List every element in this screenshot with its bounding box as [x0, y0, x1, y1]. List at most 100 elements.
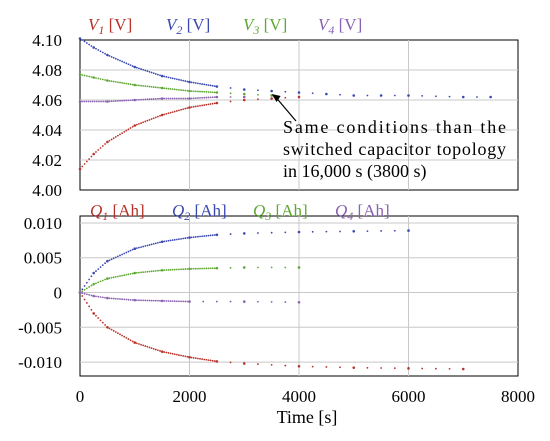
- trace-dot: [83, 292, 86, 295]
- data-point: [188, 80, 191, 84]
- data-point: [297, 300, 301, 304]
- trace-dot: [90, 284, 93, 287]
- data-point: [215, 85, 219, 88]
- trace-dot: [117, 255, 119, 258]
- trace-dot: [99, 147, 102, 149]
- trace-dot: [163, 300, 166, 302]
- trace-dot: [104, 278, 106, 281]
- data-point: [133, 124, 137, 127]
- trace-dot: [110, 297, 113, 300]
- trace-dot: [127, 298, 130, 301]
- trace-dot: [393, 94, 396, 97]
- data-point: [407, 367, 410, 370]
- trace-dot: [81, 74, 84, 76]
- trace-dot: [150, 118, 153, 120]
- data-point: [78, 100, 82, 103]
- trace-dot: [135, 66, 138, 69]
- trace-dot: [203, 83, 206, 86]
- trace-dot: [148, 118, 151, 121]
- data-point: [133, 271, 137, 275]
- trace-dot: [121, 132, 124, 135]
- trace-dot: [123, 274, 126, 277]
- trace-dot: [205, 234, 208, 237]
- trace-dot: [99, 266, 102, 269]
- data-point: [461, 95, 465, 99]
- trace-dot: [83, 298, 86, 301]
- trace-dot: [165, 300, 168, 302]
- trace-dot: [140, 246, 142, 248]
- trace-dot: [284, 96, 287, 99]
- trace-dot: [142, 271, 145, 274]
- trace-dot: [117, 81, 119, 84]
- data-point: [407, 94, 410, 97]
- trace-dot: [97, 295, 100, 298]
- trace-dot: [213, 360, 216, 362]
- trace-dot: [194, 82, 197, 84]
- trace-dot: [165, 112, 168, 115]
- trace-dot: [201, 267, 204, 270]
- trace-dot: [148, 244, 151, 246]
- trace-dot: [138, 299, 140, 302]
- trace-dot: [90, 155, 93, 158]
- trace-dot: [270, 363, 273, 366]
- data-point: [106, 277, 109, 280]
- trace-dot: [157, 86, 159, 89]
- data-point: [242, 98, 246, 102]
- data-point: [461, 367, 465, 371]
- trace-dot: [121, 334, 124, 337]
- data-point: [92, 271, 95, 275]
- trace-dot: [144, 85, 147, 88]
- trace-dot: [173, 97, 176, 100]
- data-point: [92, 46, 95, 49]
- trace-dot: [144, 245, 147, 247]
- trace-dot: [159, 97, 161, 100]
- trace-dot: [175, 300, 178, 303]
- trace-dot: [112, 276, 115, 279]
- trace-dot: [284, 301, 287, 303]
- data-point: [352, 366, 356, 369]
- trace-dot: [169, 239, 172, 242]
- trace-dot: [140, 122, 142, 124]
- trace-dot: [257, 300, 259, 303]
- trace-dot: [131, 99, 134, 102]
- trace-dot: [121, 60, 124, 63]
- trace-dot: [97, 281, 100, 284]
- legend-v4: V4 [V]: [318, 15, 362, 37]
- trace-dot: [117, 275, 119, 278]
- trace-dot: [91, 100, 94, 103]
- trace-dot: [154, 86, 157, 89]
- trace-dot: [157, 299, 159, 302]
- trace-dot: [311, 92, 314, 95]
- trace-dot: [112, 56, 115, 59]
- trace-dot: [207, 103, 210, 106]
- x-axis-label: Time [s]: [277, 407, 338, 427]
- trace-dot: [81, 165, 84, 168]
- data-point: [133, 83, 137, 87]
- trace-dot: [213, 102, 216, 105]
- trace-dot: [135, 247, 138, 250]
- data-point: [242, 88, 246, 91]
- trace-dot: [85, 42, 88, 44]
- legend-q3: Q3 [Ah]: [253, 201, 308, 223]
- trace-dot: [178, 109, 180, 112]
- trace-dot: [175, 268, 178, 271]
- trace-dot: [192, 236, 195, 239]
- trace-dot: [99, 50, 102, 53]
- trace-dot: [421, 94, 424, 97]
- trace-dot: [165, 87, 168, 90]
- trace-dot: [101, 78, 104, 81]
- trace-dot: [175, 353, 178, 356]
- trace-dot: [150, 270, 153, 273]
- trace-dot: [190, 267, 193, 270]
- trace-dot: [121, 99, 124, 102]
- trace-dot: [88, 75, 91, 78]
- trace-dot: [159, 114, 161, 117]
- trace-dot: [146, 98, 149, 101]
- trace-dot: [99, 296, 102, 298]
- trace-dot: [159, 241, 161, 244]
- trace-dot: [146, 119, 149, 122]
- trace-dot: [175, 110, 178, 112]
- trace-dot: [184, 237, 187, 240]
- trace-dot: [184, 300, 187, 303]
- trace-dot: [140, 98, 142, 101]
